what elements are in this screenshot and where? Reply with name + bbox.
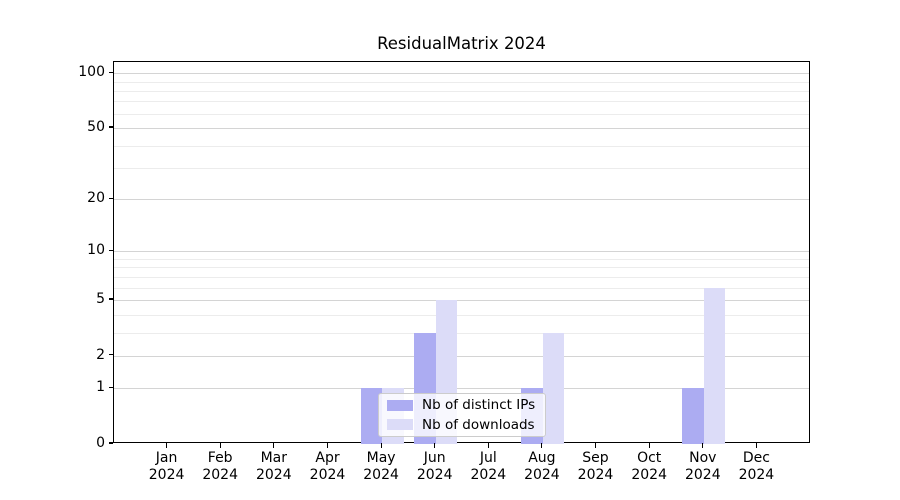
gridline-major: [114, 251, 809, 253]
x-tick-label: May 2024: [336, 450, 426, 484]
x-tick-month: May: [366, 450, 396, 466]
x-tick-label: Apr 2024: [283, 450, 373, 484]
x-tick-mark: [434, 443, 436, 448]
x-tick-month: Dec: [742, 450, 770, 466]
y-tick-label: 0: [96, 435, 105, 451]
legend: Nb of distinct IPs Nb of downloads: [378, 393, 546, 437]
x-tick-label: Jul 2024: [443, 450, 533, 484]
x-tick-year: 2024: [255, 467, 292, 483]
gridline-major: [114, 199, 809, 201]
y-tick-mark: [108, 126, 113, 128]
legend-item-downloads: Nb of downloads: [387, 417, 537, 434]
x-tick-year: 2024: [416, 467, 453, 483]
x-tick-label: Mar 2024: [229, 450, 319, 484]
gridline-minor: [114, 168, 809, 169]
x-tick-label: Feb 2024: [175, 450, 265, 484]
legend-label-downloads: Nb of downloads: [422, 416, 535, 433]
y-tick-mark: [108, 442, 113, 444]
x-tick-month: Apr: [315, 450, 340, 466]
gridline-minor: [114, 276, 809, 278]
x-tick-mark: [487, 443, 489, 448]
gridline-major: [114, 300, 809, 301]
y-tick-label: 2: [96, 346, 105, 363]
x-tick-month: Feb: [207, 450, 233, 466]
gridline-minor: [114, 145, 809, 147]
x-tick-month: Jan: [155, 450, 178, 466]
x-tick-month: Aug: [528, 450, 556, 466]
legend-swatch-distinct-ips: [387, 399, 413, 411]
y-tick-mark: [108, 249, 113, 251]
x-tick-month: Sep: [582, 450, 609, 466]
x-tick-year: 2024: [309, 467, 346, 483]
y-tick-label: 20: [87, 190, 105, 207]
x-tick-label: Jan 2024: [122, 450, 212, 484]
x-tick-mark: [594, 443, 597, 448]
x-tick-mark: [380, 443, 382, 448]
gridline-major: [114, 128, 809, 129]
y-tick-mark: [108, 71, 113, 73]
x-tick-year: 2024: [363, 467, 399, 483]
gridline-minor: [114, 81, 809, 83]
y-tick-label: 5: [96, 291, 105, 307]
gridline-major: [114, 388, 809, 390]
x-tick-year: 2024: [684, 467, 721, 483]
gridline-minor: [114, 259, 809, 260]
y-tick-label: 10: [87, 242, 105, 259]
y-tick-mark: [108, 298, 113, 300]
x-tick-year: 2024: [631, 467, 667, 483]
y-tick-label: 1: [96, 379, 105, 396]
gridline-minor: [114, 332, 809, 334]
gridline-major: [114, 355, 809, 357]
x-tick-year: 2024: [738, 467, 775, 483]
x-tick-month: Mar: [260, 450, 287, 466]
x-tick-mark: [648, 443, 650, 448]
legend-item-distinct-ips: Nb of distinct IPs: [387, 397, 537, 414]
y-tick-label: 100: [78, 64, 105, 81]
bar-downloads: [542, 332, 565, 444]
x-tick-month: Jul: [479, 450, 497, 466]
gridline-minor: [114, 267, 809, 269]
plot-area: Nb of distinct IPs Nb of downloads: [113, 61, 810, 444]
x-tick-label: Dec 2024: [711, 450, 801, 484]
y-tick-label: 50: [87, 119, 105, 135]
gridline-major: [114, 73, 809, 75]
x-tick-year: 2024: [470, 467, 507, 483]
x-tick-mark: [755, 443, 757, 448]
gridline-minor: [114, 113, 809, 115]
x-tick-mark: [541, 443, 543, 448]
y-tick-mark: [108, 386, 113, 388]
gridline-minor: [114, 287, 809, 289]
x-tick-month: Oct: [637, 450, 662, 466]
gridline-minor: [114, 90, 809, 92]
chart-title: ResidualMatrix 2024: [377, 34, 546, 53]
x-tick-year: 2024: [577, 467, 614, 483]
x-tick-month: Jun: [423, 450, 446, 466]
x-tick-mark: [273, 443, 275, 448]
x-tick-label: Nov 2024: [658, 450, 748, 484]
legend-swatch-downloads: [387, 419, 413, 431]
x-tick-mark: [702, 443, 704, 448]
x-tick-label: Jun 2024: [390, 450, 480, 484]
bar-distinct-ips: [682, 388, 704, 444]
x-tick-label: Sep 2024: [551, 450, 641, 484]
x-tick-year: 2024: [202, 467, 238, 483]
gridline-minor: [114, 101, 809, 103]
x-tick-mark: [326, 443, 329, 448]
x-tick-label: Aug 2024: [497, 450, 587, 484]
x-tick-year: 2024: [524, 467, 560, 483]
legend-label-distinct-ips: Nb of distinct IPs: [422, 397, 536, 414]
x-tick-month: Nov: [689, 450, 717, 466]
y-tick-mark: [108, 197, 113, 199]
bar-downloads: [703, 287, 726, 444]
x-tick-mark: [166, 443, 168, 448]
x-tick-label: Oct 2024: [604, 450, 694, 484]
y-tick-mark: [108, 354, 113, 356]
gridline-minor: [114, 314, 809, 316]
gridline-layer: [114, 62, 809, 442]
x-tick-year: 2024: [148, 467, 185, 483]
x-tick-mark: [219, 443, 221, 448]
bar-distinct-ips: [360, 388, 383, 444]
